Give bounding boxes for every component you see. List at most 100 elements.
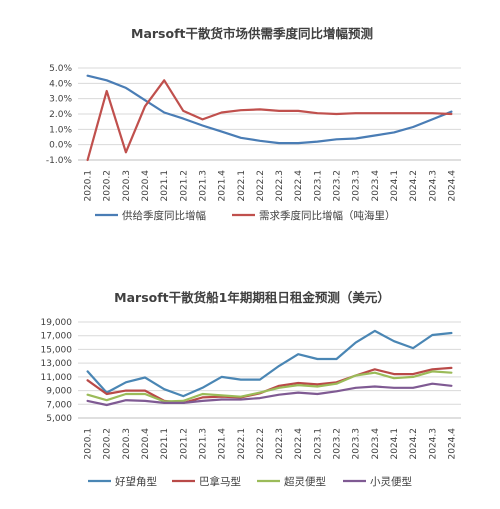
c2-x-tick-label: 2020.1 [84, 428, 94, 460]
data-point-supply [316, 141, 318, 143]
c2-y-tick-label: 17,000 [41, 332, 73, 342]
data-point-handysize [201, 400, 204, 402]
legend-label-handysize: 小灵便型 [370, 475, 412, 488]
data-point-supply [163, 111, 165, 114]
c2-y-tick-label: 5,000 [46, 414, 72, 424]
data-point-capesize [182, 395, 184, 397]
c1-x-tick-label: 2022.2 [256, 170, 266, 202]
data-point-supramax [297, 384, 299, 386]
data-point-supramax [431, 370, 433, 372]
data-point-handysize [297, 392, 299, 394]
c1-x-tick-label: 2021.1 [160, 170, 170, 202]
data-point-panamax [201, 396, 204, 398]
c2-y-tick-label: 13,000 [41, 359, 73, 369]
data-point-handysize [106, 404, 108, 406]
data-point-supply [297, 142, 299, 144]
data-point-handysize [412, 387, 414, 389]
data-point-panamax [87, 379, 89, 381]
data-point-panamax [106, 393, 108, 395]
data-point-capesize [412, 347, 414, 349]
data-point-demand [240, 109, 242, 111]
c1-y-tick-label: -1.0% [46, 156, 73, 166]
data-point-supramax [450, 372, 452, 374]
data-point-panamax [412, 373, 414, 375]
c1-y-tick-label: 0.0% [49, 141, 72, 151]
data-point-panamax [316, 383, 318, 385]
chart2-title: Marsoft干散货船1年期期租日租金预测（美元） [114, 290, 390, 305]
c2-x-tick-label: 2022.1 [237, 428, 247, 460]
data-point-demand [125, 151, 127, 153]
c2-y-tick-label: 7,000 [46, 400, 72, 410]
data-point-supramax [125, 393, 127, 395]
c2-y-tick-label: 15,000 [41, 345, 73, 355]
data-point-supply [412, 126, 414, 128]
c2-y-tick-label: 19,000 [41, 318, 73, 328]
c1-x-tick-label: 2020.4 [141, 170, 151, 202]
c2-x-tick-label: 2024.2 [409, 428, 419, 460]
c2-x-tick-label: 2022.3 [275, 428, 285, 460]
series-line-handysize [86, 382, 453, 407]
data-point-handysize [450, 385, 452, 387]
data-point-panamax [297, 382, 299, 384]
legend-label-capesize: 好望角型 [115, 475, 157, 488]
data-point-supply [144, 99, 146, 101]
c1-x-tick-label: 2021.4 [218, 170, 228, 202]
data-point-handysize [374, 385, 376, 388]
legend-label-panamax: 巴拿马型 [199, 475, 241, 488]
c1-x-tick-label: 2020.2 [103, 170, 113, 202]
chart1-series-lines [86, 74, 453, 162]
data-point-handysize [316, 393, 318, 395]
c2-y-tick-label: 11,000 [41, 373, 73, 383]
data-point-supramax [412, 376, 414, 378]
c2-x-tick-label: 2022.4 [294, 428, 304, 460]
data-point-demand [182, 110, 184, 112]
data-point-supramax [374, 372, 376, 374]
data-point-panamax [393, 373, 395, 375]
data-point-capesize [125, 381, 127, 383]
data-point-demand [163, 79, 165, 81]
data-point-capesize [335, 358, 338, 360]
data-point-supply [431, 118, 433, 120]
data-point-panamax [125, 390, 127, 392]
c1-x-tick-label: 2021.2 [179, 170, 189, 202]
c1-x-tick-label: 2024.2 [409, 170, 419, 202]
series-line-capesize [86, 329, 453, 398]
c2-x-tick-label: 2023.2 [333, 428, 343, 460]
chart1-x-axis-ticks: 2020.1 2020.2 2020.3 2020.4 2021.1 2021.2 2021… [84, 170, 458, 202]
data-point-handysize [240, 398, 242, 401]
data-point-supramax [278, 387, 280, 389]
data-point-capesize [240, 379, 242, 381]
data-point-supply [106, 79, 108, 81]
data-point-handysize [335, 390, 338, 392]
data-point-demand [278, 110, 280, 112]
data-point-handysize [144, 400, 146, 402]
chart2-series-lines [86, 329, 453, 407]
c1-y-tick-label: 3.0% [49, 95, 72, 105]
data-point-demand [201, 118, 204, 120]
data-point-panamax [144, 390, 146, 392]
data-point-supramax [144, 393, 146, 395]
data-point-handysize [393, 387, 395, 389]
data-point-capesize [221, 376, 223, 378]
data-point-supply [201, 124, 204, 127]
data-point-demand [431, 112, 433, 114]
data-point-supply [87, 75, 89, 77]
c2-x-tick-label: 2021.3 [198, 428, 208, 460]
data-point-supply [278, 142, 280, 144]
data-point-supply [221, 131, 223, 133]
data-point-demand [144, 105, 146, 107]
c1-x-tick-label: 2023.1 [313, 170, 323, 202]
legend-label-supramax: 超灵便型 [284, 475, 326, 488]
data-point-capesize [163, 388, 165, 390]
data-point-capesize [450, 332, 452, 334]
c1-x-tick-label: 2023.3 [352, 170, 362, 202]
data-point-demand [393, 112, 395, 114]
data-point-supramax [259, 392, 261, 394]
data-point-panamax [374, 368, 376, 370]
data-point-handysize [182, 402, 184, 404]
data-point-demand [450, 113, 452, 115]
chart2-x-axis-ticks: 2020.1 2020.2 2020.3 2020.4 2021.1 2021.2 2021… [84, 428, 458, 460]
chart1-title: Marsoft干散货市场供需季度同比增幅预测 [131, 26, 373, 41]
